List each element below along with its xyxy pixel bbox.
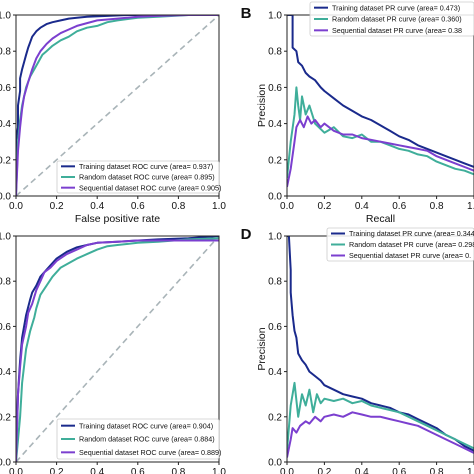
legend-entry: Sequential dataset PR curve (area= 0.: [349, 251, 471, 260]
legend-entry: Training dataset PR curve (area= 0.473): [332, 3, 460, 12]
series-line-training: [287, 236, 474, 452]
legend-box: [326, 227, 474, 262]
x-tick-label: 1.0: [467, 467, 474, 474]
x-tick-label: 0.0: [280, 467, 294, 474]
legend-entry: Random dataset ROC curve (area= 0.895): [79, 173, 215, 182]
y-tick-label: 0.8: [268, 277, 282, 288]
series-line-random: [287, 381, 474, 451]
axes-frame: [286, 235, 474, 463]
x-axis-label: Recall: [366, 213, 395, 225]
axes-frame: [15, 235, 220, 463]
x-tick-label: 0.0: [9, 467, 23, 474]
x-tick-label: 0.6: [131, 467, 145, 474]
y-tick-label: 0.2: [0, 155, 11, 166]
series-line-sequential: [16, 239, 219, 462]
legend-entry: Training dataset PR curve (area= 0.344): [349, 229, 474, 238]
series-line-sequential: [16, 15, 219, 196]
x-tick-label: 0.8: [430, 467, 444, 474]
x-tick-label: 0.0: [280, 201, 294, 212]
y-tick-label: 0.4: [268, 367, 282, 378]
y-tick-label: 0.4: [0, 367, 11, 378]
series-group: [287, 15, 474, 188]
x-tick-label: 1.0: [212, 467, 226, 474]
legend: Training dataset ROC curve (area= 0.904)…: [56, 418, 221, 460]
panel-3: 0.00.20.40.60.81.00.00.20.40.60.81.0Fals…: [0, 232, 226, 474]
x-tick-label: 0.8: [171, 201, 185, 212]
y-tick-label: 1.0: [0, 11, 11, 22]
series-group: [287, 236, 474, 458]
x-tick-label: 0.4: [90, 467, 104, 474]
y-tick-label: 0.6: [268, 83, 282, 94]
legend-box: [56, 160, 220, 194]
y-tick-label: 0.4: [0, 119, 11, 130]
chance-diagonal-line: [16, 15, 219, 196]
y-tick-label: 1.0: [268, 232, 282, 243]
y-tick-label: 0.6: [0, 83, 11, 94]
x-tick-label: 0.8: [430, 201, 444, 212]
y-tick-label: 0.0: [0, 192, 11, 203]
y-tick-label: 0.2: [0, 412, 11, 423]
x-tick-label: 0.6: [392, 201, 406, 212]
y-tick-label: 0.8: [268, 47, 282, 58]
series-line-sequential: [287, 411, 474, 458]
panel-4: 0.00.20.40.60.81.00.00.20.40.60.81.0Reca…: [241, 226, 474, 474]
panel-1: 0.0 0.2 0.4 0.6 0.8 1.0 0.0 0.2 0.4 0.6 0.8 1.0 Fals…: [0, 11, 226, 226]
y-axis-label: Precision: [256, 327, 268, 370]
series-line-random: [287, 86, 474, 179]
legend: Training dataset ROC curve (area= 0.937)…: [56, 160, 221, 194]
x-tick-label: 0.6: [131, 201, 145, 212]
x-tick-label: 0.6: [392, 467, 406, 474]
legend: Training dataset PR curve (area= 0.344) R…: [326, 227, 474, 262]
y-tick-label: 0.2: [268, 412, 282, 423]
y-tick-label: 0.4: [268, 119, 282, 130]
x-tick-label: 0.4: [355, 201, 369, 212]
y-tick-label: 0.0: [0, 458, 11, 469]
y-tick-label: 0.6: [268, 322, 282, 333]
series-line-training: [16, 15, 219, 196]
legend-entry: Sequential dataset PR curve (area= 0.38: [332, 26, 462, 35]
panel-letter: D: [241, 226, 252, 243]
axes-frame: [15, 14, 220, 197]
y-tick-label: 0.2: [268, 155, 282, 166]
series-group: [16, 15, 219, 196]
panel-letter: B: [241, 5, 252, 22]
x-tick-label: 0.4: [90, 201, 104, 212]
legend-entry: Sequential dataset ROC curve (area= 0.88…: [79, 448, 221, 457]
y-axis-label: Precision: [256, 84, 268, 127]
series-line-training: [287, 15, 474, 168]
x-tick-label: 0.8: [171, 467, 185, 474]
series-group: [16, 236, 219, 462]
x-tick-label: 0.0: [9, 201, 23, 212]
y-tick-label: 0.6: [0, 322, 11, 333]
x-tick-label: 1.0: [212, 201, 226, 212]
legend-entry: Training dataset ROC curve (area= 0.937): [79, 162, 213, 171]
legend-entry: Training dataset ROC curve (area= 0.904): [79, 421, 213, 430]
legend-entry: Random dataset ROC curve (area= 0.884): [79, 435, 215, 444]
series-line-random: [16, 237, 219, 462]
y-tick-label: 0.8: [0, 277, 11, 288]
legend-box: [56, 418, 220, 460]
y-tick-label: 1.0: [0, 232, 11, 243]
panel-2: 0.0 0.2 0.4 0.6 0.8 1.0 0.0 0.2 0.4 0.6 0.8 1.0 Reca…: [241, 1, 474, 225]
x-tick-label: 0.4: [355, 467, 369, 474]
legend-box: [309, 1, 474, 37]
y-tick-label: 0.8: [0, 47, 11, 58]
series-line-sequential: [287, 115, 474, 188]
y-tick-label: 1.0: [268, 11, 282, 22]
x-tick-label: 0.2: [50, 467, 64, 474]
y-tick-label: 0.0: [268, 458, 282, 469]
x-tick-label: 0.2: [50, 201, 64, 212]
x-tick-label: 1.0: [467, 201, 474, 212]
legend: Training dataset PR curve (area= 0.473) R…: [309, 1, 474, 37]
legend-entry: Sequential dataset ROC curve (area= 0.90…: [79, 183, 221, 192]
x-tick-label: 0.2: [317, 467, 331, 474]
x-tick-label: 0.2: [317, 201, 331, 212]
y-tick-label: 0.0: [268, 192, 282, 203]
chance-diagonal-line: [16, 236, 219, 462]
axes-frame: [286, 14, 474, 197]
legend-entry: Random dataset PR curve (area= 0.360): [332, 15, 462, 24]
x-axis-label: False positive rate: [75, 213, 160, 225]
legend-entry: Random dataset PR curve (area= 0.298: [349, 240, 474, 249]
